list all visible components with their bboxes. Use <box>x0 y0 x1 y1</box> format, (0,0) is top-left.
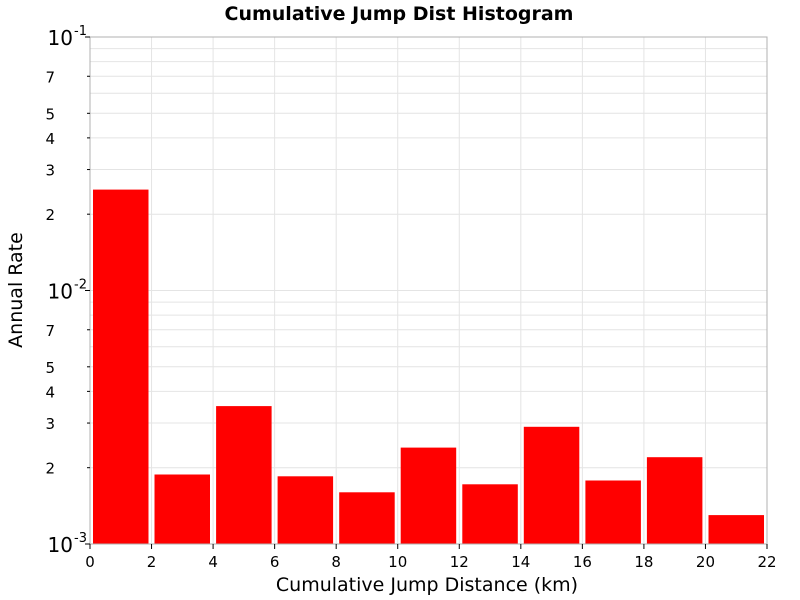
histogram-bar <box>216 406 272 544</box>
y-tick-exponent: -1 <box>74 24 87 39</box>
x-tick-label: 0 <box>85 553 95 571</box>
histogram-bar <box>400 447 457 544</box>
y-major-tick-label: 10 -3 <box>48 531 87 557</box>
histogram-bar <box>523 426 580 544</box>
x-tick-label: 8 <box>331 553 341 571</box>
y-major-tick-label: 10 -1 <box>48 24 87 50</box>
y-minor-tick-label: 7 <box>45 68 55 86</box>
y-minor-tick-label: 5 <box>45 105 55 123</box>
x-tick-label: 2 <box>147 553 157 571</box>
x-axis-label: Cumulative Jump Distance (km) <box>276 574 578 596</box>
x-tick-label: 22 <box>757 553 776 571</box>
y-minor-tick-label: 5 <box>45 359 55 377</box>
y-tick-base: 10 <box>48 533 73 557</box>
y-tick-exponent: -2 <box>74 278 87 293</box>
histogram-bar <box>154 474 210 544</box>
histogram-bar <box>339 492 395 544</box>
histogram-bar <box>708 515 764 544</box>
grid-layer <box>89 37 768 545</box>
bars-layer <box>93 189 764 544</box>
histogram-bar <box>646 457 703 544</box>
x-axis: 0 2 4 6 8 10 12 14 16 18 20 22 <box>85 544 777 571</box>
y-tick-base: 10 <box>48 280 73 304</box>
x-tick-label: 4 <box>208 553 218 571</box>
y-minor-tick-label: 3 <box>45 415 55 433</box>
y-minor-tick-label: 2 <box>45 206 55 224</box>
y-minor-tick-label: 4 <box>45 383 55 401</box>
histogram-bar <box>93 189 149 544</box>
y-tick-base: 10 <box>48 26 73 50</box>
y-major-tick-label: 10 -2 <box>48 278 87 304</box>
histogram-bar <box>277 476 334 544</box>
y-minor-tick-label: 2 <box>45 460 55 478</box>
y-tick-exponent: -3 <box>74 531 87 546</box>
x-tick-label: 18 <box>634 553 653 571</box>
x-tick-label: 6 <box>270 553 280 571</box>
chart-title: Cumulative Jump Dist Histogram <box>225 3 574 25</box>
histogram-bar <box>585 480 641 544</box>
histogram-bar <box>462 484 518 544</box>
x-tick-label: 12 <box>450 553 469 571</box>
y-axis-label: Annual Rate <box>5 232 27 348</box>
y-minor-tick-label: 3 <box>45 162 55 180</box>
x-tick-label: 16 <box>573 553 592 571</box>
y-minor-tick-label: 4 <box>45 130 55 148</box>
x-tick-label: 20 <box>696 553 715 571</box>
x-tick-label: 10 <box>388 553 407 571</box>
y-minor-tick-label: 7 <box>45 322 55 340</box>
x-tick-label: 14 <box>511 553 530 571</box>
